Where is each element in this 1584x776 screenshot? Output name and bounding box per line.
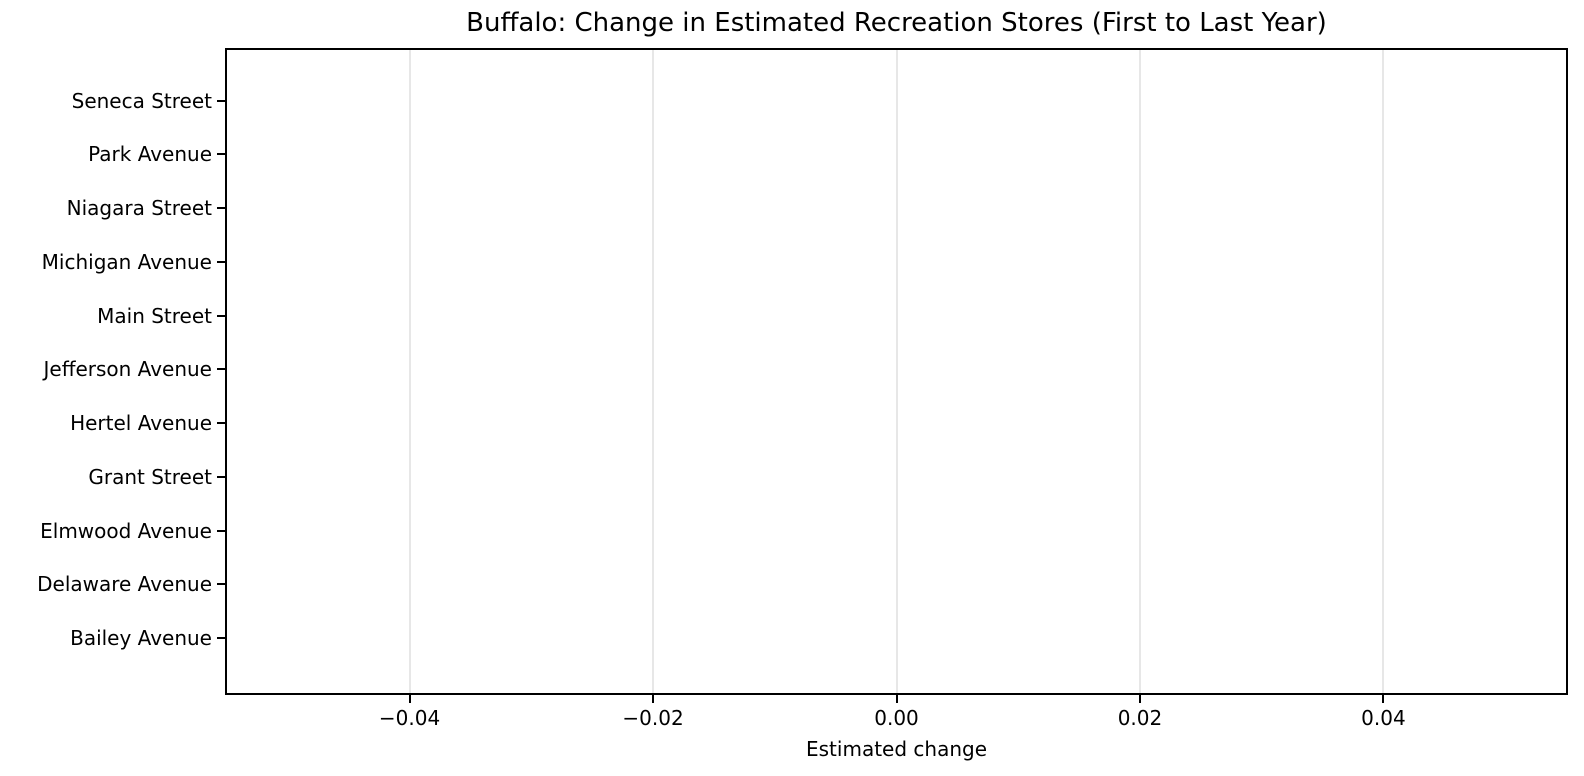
- y-tick-label: Delaware Avenue: [37, 572, 212, 597]
- x-tick-label: −0.02: [622, 706, 684, 730]
- x-tick-mark: [652, 695, 655, 703]
- y-tick-label: Elmwood Avenue: [40, 518, 212, 543]
- gridline: [652, 50, 655, 693]
- y-tick-label: Main Street: [97, 303, 212, 328]
- y-tick-label: Hertel Avenue: [70, 411, 212, 436]
- x-tick-label: −0.04: [378, 706, 441, 730]
- x-tick-mark: [1382, 695, 1385, 703]
- y-tick-label: Seneca Street: [71, 88, 212, 113]
- y-tick-label: Michigan Avenue: [41, 249, 212, 274]
- y-tick-mark: [217, 314, 225, 317]
- y-tick-mark: [217, 422, 225, 425]
- y-tick-label: Bailey Avenue: [70, 626, 212, 650]
- x-tick-mark: [895, 695, 898, 703]
- y-tick-mark: [217, 475, 225, 478]
- x-axis-label: Estimated change: [806, 737, 987, 761]
- y-tick-label: Grant Street: [88, 464, 212, 489]
- y-tick-mark: [217, 368, 225, 371]
- y-tick-mark: [217, 99, 225, 102]
- y-tick-mark: [217, 529, 225, 532]
- gridline: [408, 50, 411, 693]
- y-tick-label: Jefferson Avenue: [43, 357, 212, 382]
- gridline: [1382, 50, 1385, 693]
- chart-title: Buffalo: Change in Estimated Recreation …: [466, 8, 1327, 38]
- y-tick-mark: [217, 207, 225, 210]
- x-tick-mark: [408, 695, 411, 703]
- y-tick-mark: [217, 637, 225, 639]
- x-tick-label: 0.02: [1117, 706, 1163, 730]
- y-tick-mark: [217, 583, 225, 586]
- x-tick-label: 0.04: [1361, 706, 1406, 730]
- y-tick-mark: [217, 260, 225, 263]
- y-tick-mark: [217, 153, 225, 156]
- y-tick-label: Niagara Street: [66, 196, 212, 221]
- plot-area: [225, 48, 1568, 695]
- gridline: [895, 50, 898, 693]
- x-tick-mark: [1138, 695, 1141, 703]
- x-tick-label: 0.00: [874, 706, 919, 730]
- gridline: [1138, 50, 1141, 693]
- y-tick-label: Park Avenue: [88, 142, 212, 167]
